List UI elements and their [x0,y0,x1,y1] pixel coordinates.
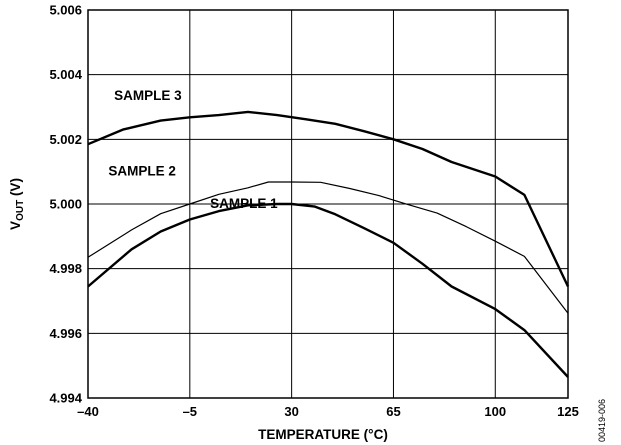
series-label-sample-1: SAMPLE 1 [210,196,278,211]
y-tick-label: 5.004 [49,67,82,82]
x-tick-label: –40 [77,404,99,419]
y-axis-title-unit: (V) [8,178,23,200]
y-tick-label: 4.998 [49,261,82,276]
series-label-sample-3: SAMPLE 3 [114,88,182,103]
figure-code-label: 00419-006 [597,399,607,442]
x-tick-label: 100 [484,404,506,419]
x-tick-label: 65 [386,404,400,419]
y-tick-label: 4.994 [49,391,82,406]
tick-labels: –40 –5 30 65 100 125 4.994 4.996 4.998 5.000 5.002… [49,3,578,420]
y-tick-label: 4.996 [49,326,82,341]
x-axis-title: TEMPERATURE (°C) [258,427,388,442]
y-axis-title-main: V [8,221,23,230]
plot-frame [87,9,569,399]
x-tick-label: –5 [183,404,197,419]
y-tick-label: 5.002 [49,132,82,147]
y-axis-title-subscript: OUT [15,200,26,221]
x-tick-label: 30 [284,404,298,419]
series-label-sample-2: SAMPLE 2 [108,164,176,179]
x-tick-label: 125 [557,404,579,419]
y-tick-label: 5.006 [49,3,82,18]
grid [88,10,568,398]
series-line-sample-2 [87,181,569,314]
series-labels: SAMPLE 1 SAMPLE 2 SAMPLE 3 [108,88,278,211]
series-line-sample-3 [87,110,570,288]
series-lines [87,110,570,378]
series-line-sample-1 [87,202,569,378]
y-tick-label: 5.000 [49,197,82,212]
y-axis-title: VOUT (V) [8,178,26,230]
